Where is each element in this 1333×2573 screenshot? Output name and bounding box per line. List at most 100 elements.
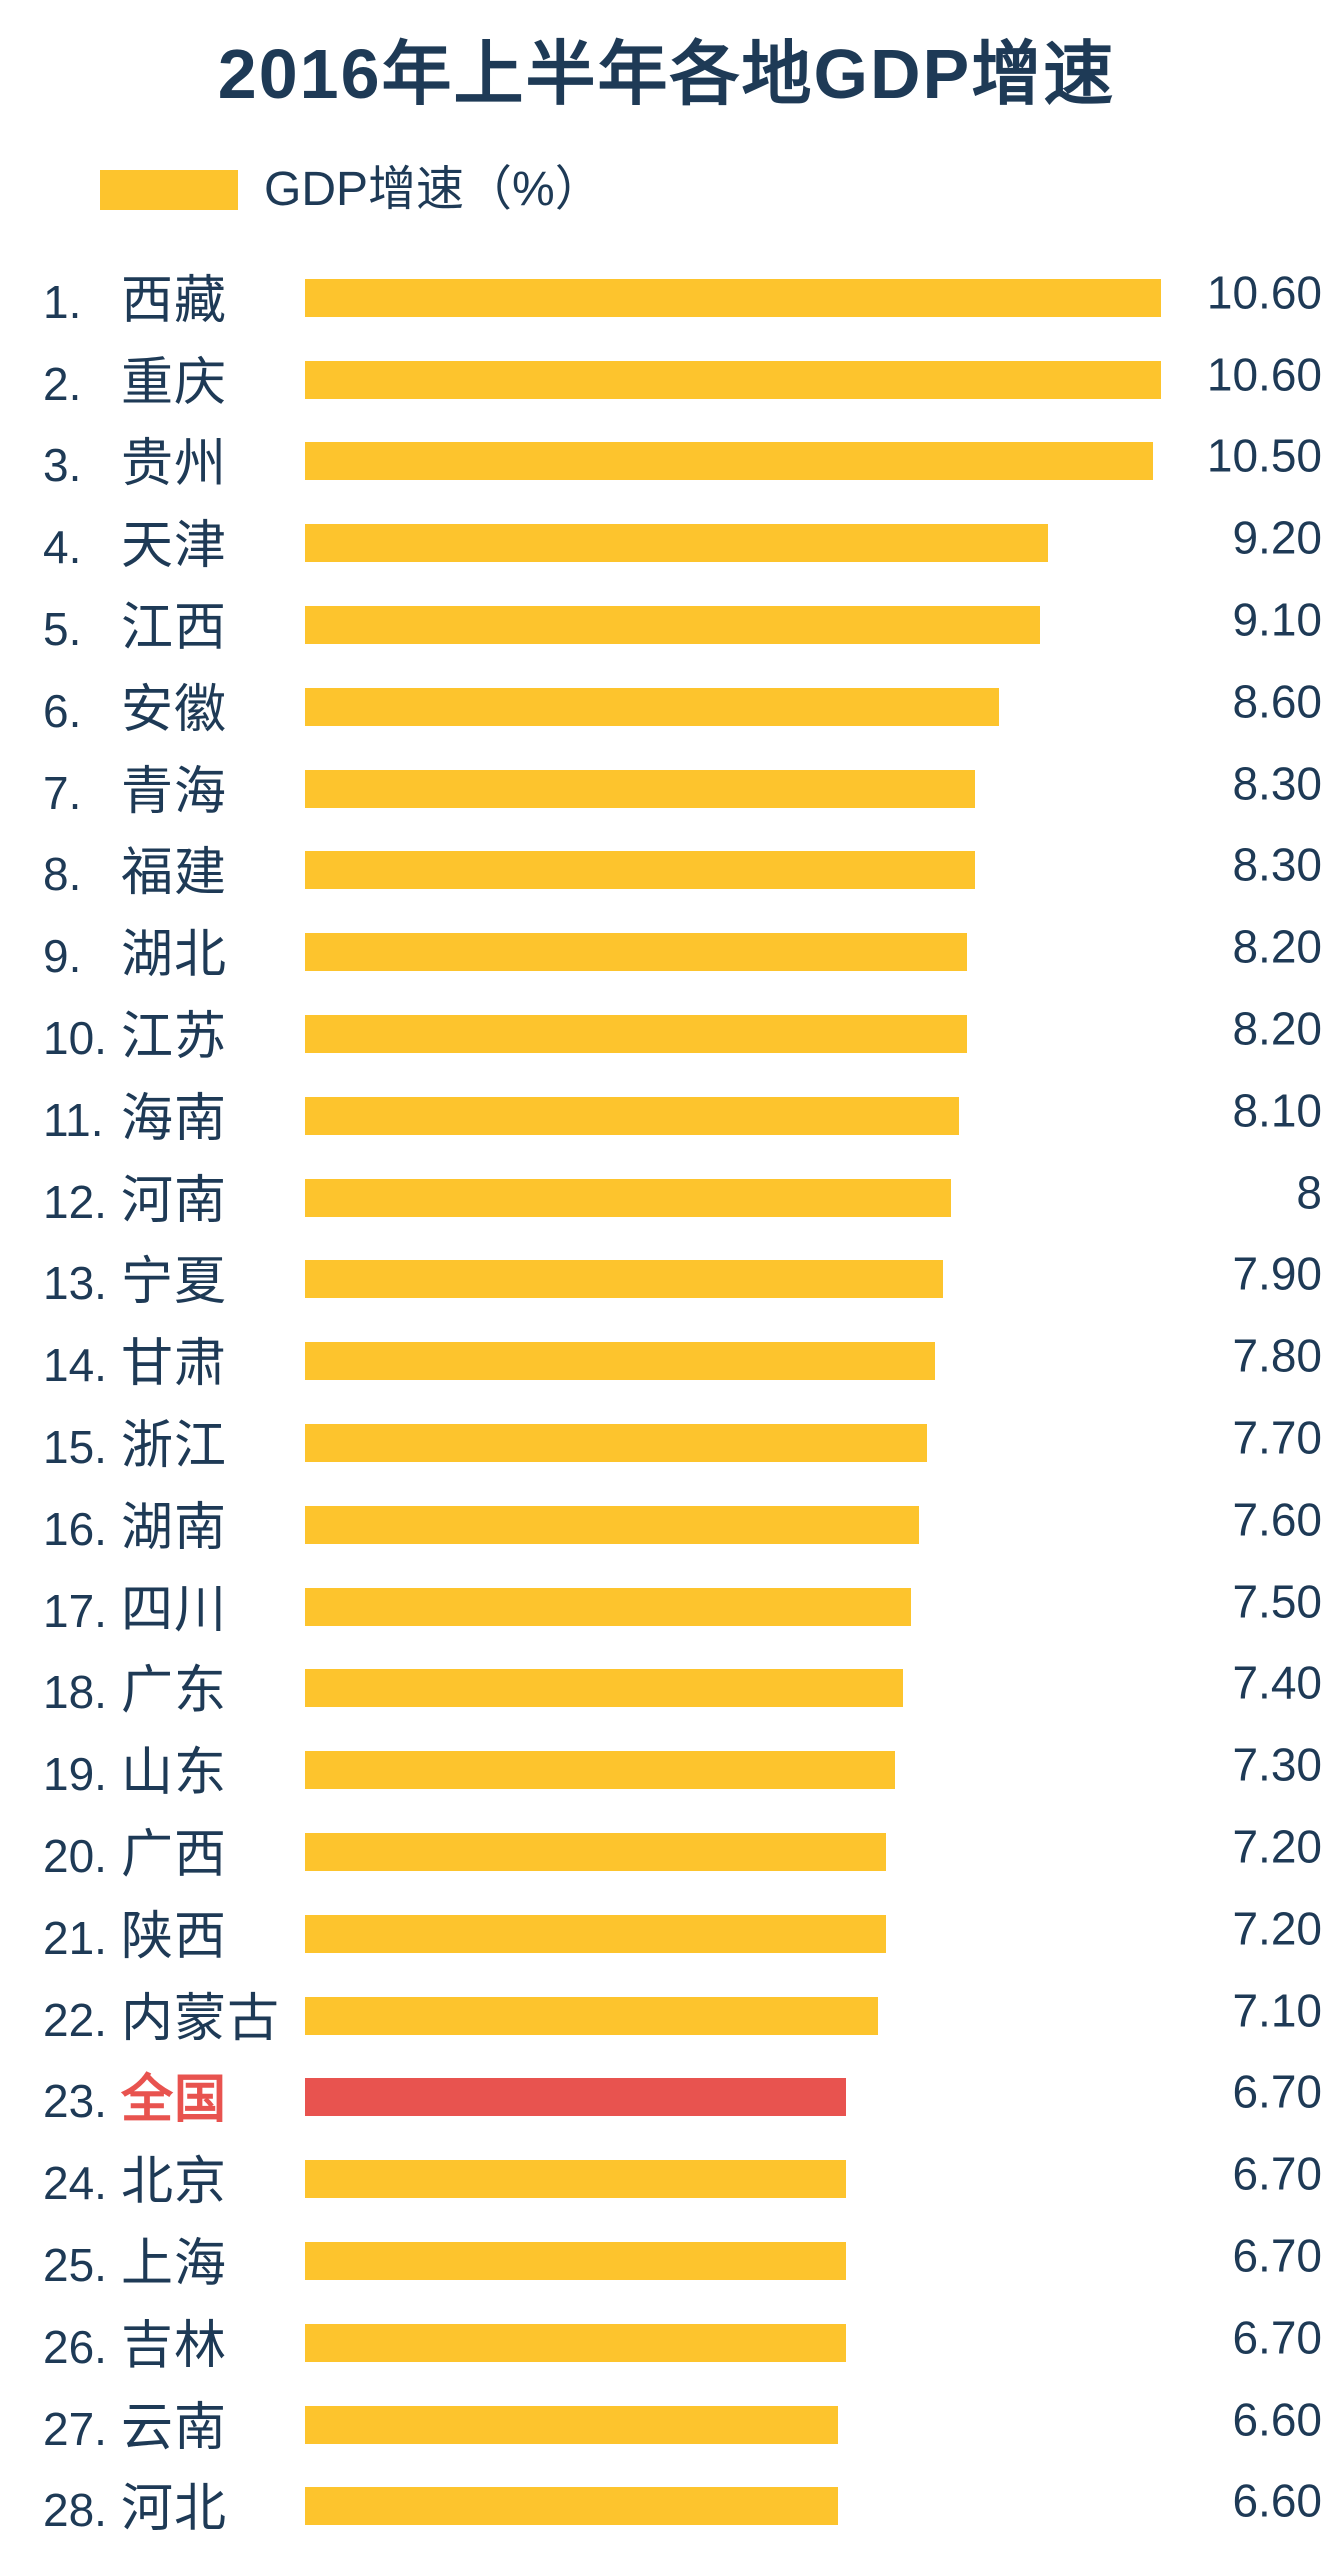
row-province: 四川 bbox=[121, 1580, 228, 1639]
bar-track bbox=[305, 1178, 1161, 1217]
gdp-bar bbox=[305, 1015, 968, 1054]
chart-title: 2016年上半年各地GDP增速 bbox=[217, 35, 1116, 113]
row-value: 7.60 bbox=[1232, 1493, 1322, 1546]
row-label: 27. 云南 bbox=[43, 2402, 227, 2454]
gdp-bar bbox=[305, 2078, 847, 2117]
row-province: 广西 bbox=[121, 1826, 228, 1885]
chart-row: 19. 山东 7.30 bbox=[0, 1729, 1333, 1811]
row-province: 云南 bbox=[121, 2398, 228, 2457]
bar-track bbox=[305, 1342, 1161, 1381]
row-province: 江西 bbox=[121, 599, 228, 658]
row-label: 1. 西藏 bbox=[43, 275, 227, 327]
row-label: 20. 广西 bbox=[43, 1829, 227, 1881]
row-value: 7.70 bbox=[1232, 1411, 1322, 1464]
chart-row: 5. 江西 9.10 bbox=[0, 584, 1333, 666]
chart-row: 14. 甘肃 7.80 bbox=[0, 1320, 1333, 1402]
chart-row: 25. 上海 6.70 bbox=[0, 2220, 1333, 2302]
row-label: 19. 山东 bbox=[43, 1747, 227, 1799]
row-rank: 27. bbox=[43, 2402, 107, 2455]
row-label: 4. 天津 bbox=[43, 520, 227, 572]
chart-row: 24. 北京 6.70 bbox=[0, 2138, 1333, 2220]
chart-row: 11. 海南 8.10 bbox=[0, 1075, 1333, 1157]
row-label: 7. 青海 bbox=[43, 766, 227, 818]
row-value: 10.60 bbox=[1206, 266, 1322, 319]
row-rank: 20. bbox=[43, 1830, 107, 1883]
gdp-bar bbox=[305, 1424, 927, 1463]
row-label: 13. 宁夏 bbox=[43, 1257, 227, 1309]
row-province: 天津 bbox=[121, 517, 228, 576]
chart-row: 13. 宁夏 7.90 bbox=[0, 1239, 1333, 1321]
bar-track bbox=[305, 1587, 1161, 1626]
bar-track bbox=[305, 360, 1161, 399]
bar-track bbox=[305, 1424, 1161, 1463]
chart-row: 22. 内蒙古 7.10 bbox=[0, 1975, 1333, 2057]
gdp-bar bbox=[305, 442, 1153, 481]
chart-row: 17. 四川 7.50 bbox=[0, 1566, 1333, 1648]
row-province: 内蒙古 bbox=[121, 1989, 281, 2048]
gdp-bar bbox=[305, 1996, 879, 2035]
row-value: 8.20 bbox=[1232, 1002, 1322, 1055]
row-province: 浙江 bbox=[121, 1417, 228, 1476]
chart-row: 15. 浙江 7.70 bbox=[0, 1402, 1333, 1484]
gdp-bar bbox=[305, 851, 976, 890]
row-value: 6.70 bbox=[1232, 2229, 1322, 2282]
bar-track bbox=[305, 1751, 1161, 1790]
chart-row: 7. 青海 8.30 bbox=[0, 748, 1333, 830]
row-rank: 8. bbox=[43, 848, 82, 901]
row-province: 安徽 bbox=[121, 680, 228, 739]
row-label: 14. 甘肃 bbox=[43, 1338, 227, 1390]
row-rank: 23. bbox=[43, 2075, 107, 2128]
bar-track bbox=[305, 687, 1161, 726]
gdp-bar bbox=[305, 1260, 943, 1299]
row-value: 8.30 bbox=[1232, 757, 1322, 810]
gdp-bar bbox=[305, 1669, 903, 1708]
row-province: 青海 bbox=[121, 762, 228, 821]
row-value: 8.10 bbox=[1232, 1084, 1322, 1137]
row-rank: 24. bbox=[43, 2157, 107, 2210]
row-value: 9.10 bbox=[1232, 593, 1322, 646]
row-label: 12. 河南 bbox=[43, 1175, 227, 1227]
chart-row: 1. 西藏 10.60 bbox=[0, 257, 1333, 339]
bar-track bbox=[305, 1505, 1161, 1544]
row-value: 8.20 bbox=[1232, 920, 1322, 973]
bar-track bbox=[305, 1260, 1161, 1299]
row-rank: 16. bbox=[43, 1502, 107, 1555]
row-label: 11. 海南 bbox=[43, 1093, 227, 1145]
row-value: 6.70 bbox=[1232, 2311, 1322, 2364]
bar-track bbox=[305, 769, 1161, 808]
row-value: 7.20 bbox=[1232, 1902, 1322, 1955]
gdp-bar bbox=[305, 1505, 919, 1544]
gdp-bar bbox=[305, 2160, 847, 2199]
row-rank: 22. bbox=[43, 1993, 107, 2046]
chart-row: 6. 安徽 8.60 bbox=[0, 666, 1333, 748]
row-label: 26. 吉林 bbox=[43, 2320, 227, 2372]
row-value: 8.30 bbox=[1232, 838, 1322, 891]
row-rank: 1. bbox=[43, 276, 82, 329]
gdp-bar bbox=[305, 1178, 952, 1217]
gdp-bar bbox=[305, 278, 1161, 317]
row-value: 6.60 bbox=[1232, 2393, 1322, 2446]
gdp-bar bbox=[305, 1096, 960, 1135]
legend-label: GDP增速（%） bbox=[264, 163, 603, 216]
row-value: 7.20 bbox=[1232, 1820, 1322, 1873]
row-value: 7.30 bbox=[1232, 1738, 1322, 1791]
row-value: 8 bbox=[1296, 1166, 1322, 1219]
gdp-bar bbox=[305, 1833, 887, 1872]
bar-track bbox=[305, 851, 1161, 890]
row-rank: 6. bbox=[43, 684, 82, 737]
chart-row: 12. 河南 8 bbox=[0, 1157, 1333, 1239]
row-rank: 11. bbox=[43, 1093, 104, 1146]
bar-track bbox=[305, 2160, 1161, 2199]
row-rank: 14. bbox=[43, 1339, 107, 1392]
chart-row: 18. 广东 7.40 bbox=[0, 1648, 1333, 1730]
row-rank: 10. bbox=[43, 1012, 107, 1065]
gdp-bar bbox=[305, 2487, 838, 2526]
row-label: 2. 重庆 bbox=[43, 357, 227, 409]
row-province: 贵州 bbox=[121, 435, 228, 494]
row-value: 6.70 bbox=[1232, 2147, 1322, 2200]
bar-track bbox=[305, 2078, 1161, 2117]
gdp-bar bbox=[305, 2323, 847, 2362]
row-label: 24. 北京 bbox=[43, 2156, 227, 2208]
row-province: 福建 bbox=[121, 844, 228, 903]
